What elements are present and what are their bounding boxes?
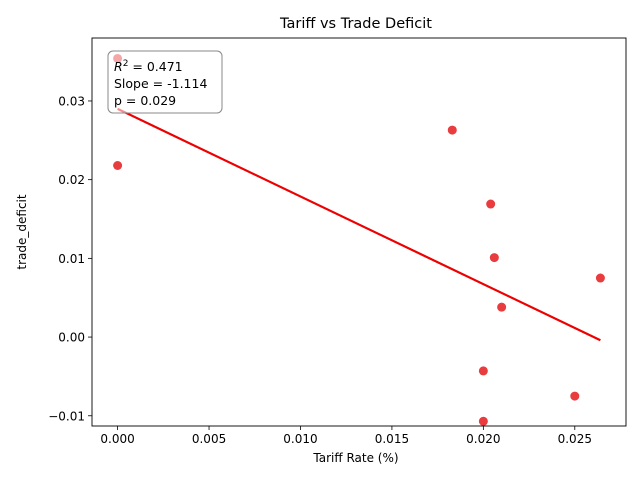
y-tick-label: 0.00 — [58, 331, 85, 345]
slope-text: Slope = -1.114 — [114, 76, 207, 91]
y-tick-label: 0.01 — [58, 252, 85, 266]
data-point — [113, 161, 123, 170]
x-tick-label: 0.025 — [558, 432, 592, 446]
y-axis: −0.01 0.00 0.01 0.02 0.03 — [48, 94, 92, 423]
y-tick-label: 0.02 — [58, 173, 85, 187]
data-point — [447, 125, 457, 135]
x-tick-label: 0.005 — [192, 432, 226, 446]
y-tick-label: 0.03 — [58, 94, 85, 108]
p-value-text: p = 0.029 — [114, 93, 176, 108]
r-squared-text: R2 = 0.471 — [114, 59, 183, 74]
y-axis-title: trade_deficit — [15, 194, 29, 269]
x-tick-label: 0.015 — [375, 432, 409, 446]
data-point — [497, 302, 507, 312]
x-axis: 0.000 0.005 0.010 0.015 0.020 0.025 — [100, 426, 592, 446]
stats-box — [107, 50, 223, 114]
data-point — [570, 391, 580, 401]
data-point — [478, 366, 488, 376]
x-tick-label: 0.000 — [100, 432, 134, 446]
data-point — [595, 273, 605, 283]
axes-frame — [91, 37, 627, 427]
x-tick-label: 0.020 — [466, 432, 500, 446]
stats-annotation: R2 = 0.471 Slope = -1.114 p = 0.029 — [107, 50, 223, 114]
plot-area — [113, 53, 605, 426]
data-point — [486, 199, 496, 209]
chart-title: Tariff vs Trade Deficit — [279, 16, 432, 32]
x-tick-label: 0.010 — [283, 432, 317, 446]
y-tick-label: −0.01 — [48, 409, 85, 423]
data-point — [489, 253, 499, 263]
x-axis-title: Tariff Rate (%) — [312, 451, 398, 465]
regression-line — [117, 107, 601, 342]
data-point — [478, 416, 488, 426]
